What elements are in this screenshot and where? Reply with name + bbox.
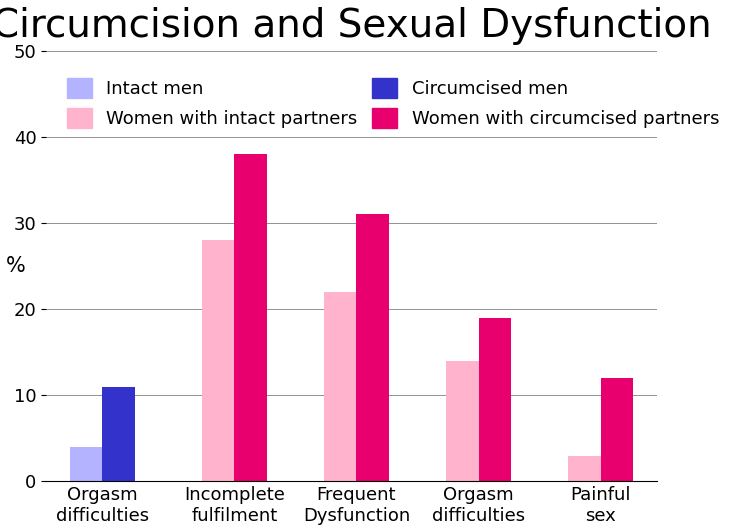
Bar: [234, 154, 267, 481]
Bar: [479, 318, 511, 481]
Y-axis label: %: %: [6, 256, 26, 276]
Bar: [600, 378, 634, 481]
Legend: Intact men, Women with intact partners, Circumcised men, Women with circumcised : Intact men, Women with intact partners, …: [61, 73, 725, 134]
Bar: [102, 387, 135, 481]
Bar: [202, 240, 234, 481]
Bar: [568, 455, 600, 481]
Title: Circumcision and Sexual Dysfunction: Circumcision and Sexual Dysfunction: [0, 7, 711, 45]
Bar: [356, 214, 389, 481]
Bar: [70, 447, 102, 481]
Bar: [446, 361, 479, 481]
Bar: [324, 292, 356, 481]
